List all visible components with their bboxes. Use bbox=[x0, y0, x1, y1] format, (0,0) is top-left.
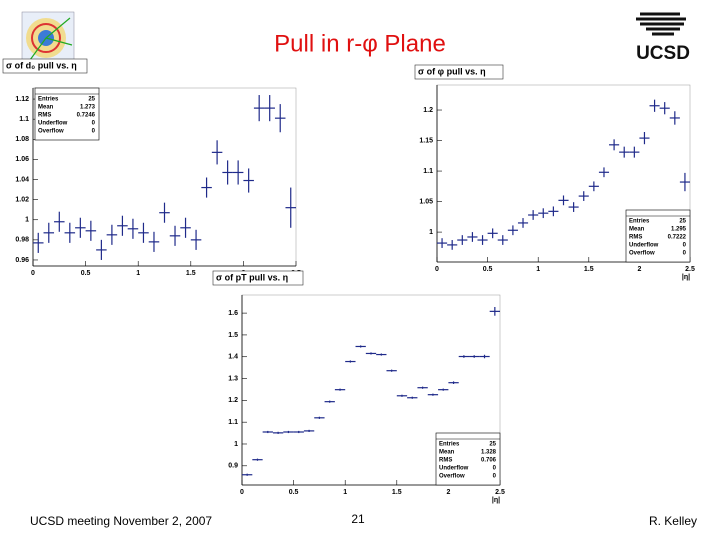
stats-label: Overflow bbox=[38, 129, 64, 135]
stats-label: Underflow bbox=[38, 121, 68, 127]
x-tick-label: 1.5 bbox=[392, 489, 402, 496]
stats-value: 0 bbox=[493, 474, 497, 480]
x-tick-label: 0 bbox=[240, 489, 244, 496]
y-tick-label: 1.05 bbox=[419, 198, 433, 205]
x-tick-label: 2 bbox=[446, 489, 450, 496]
y-tick-label: 1.04 bbox=[15, 176, 29, 183]
stats-label: Mean bbox=[439, 450, 455, 456]
stats-value: 0.7246 bbox=[77, 113, 96, 119]
page-number: 21 bbox=[351, 512, 365, 526]
y-tick-label: 1.08 bbox=[15, 136, 29, 143]
y-tick-label: 1.6 bbox=[228, 310, 238, 317]
logo-text: UCSD bbox=[636, 43, 690, 64]
stats-value: 0.706 bbox=[481, 458, 497, 464]
y-tick-label: 0.98 bbox=[15, 237, 29, 244]
x-tick-label: 1 bbox=[536, 266, 540, 273]
y-tick-label: 1 bbox=[234, 441, 238, 448]
x-tick-label: 0.5 bbox=[289, 489, 299, 496]
ucsd-logo: UCSD bbox=[636, 12, 690, 64]
stats-value: 25 bbox=[679, 219, 686, 225]
stats-label: Mean bbox=[38, 105, 54, 111]
chart-title: σ of pT pull vs. η bbox=[216, 272, 288, 282]
slide-title: Pull in r-φ Plane bbox=[274, 30, 446, 57]
stats-label: RMS bbox=[38, 113, 51, 119]
stats-value: 1.295 bbox=[671, 227, 687, 233]
footer-right: R. Kelley bbox=[649, 514, 697, 528]
y-tick-label: 1.1 bbox=[423, 168, 433, 175]
x-tick-label: 2.5 bbox=[495, 489, 505, 496]
chart-title-box bbox=[2, 58, 88, 74]
x-tick-label: 0.5 bbox=[483, 266, 493, 273]
x-axis-label: |η| bbox=[492, 497, 500, 504]
y-tick-label: 1.2 bbox=[423, 107, 433, 114]
y-tick-label: 1.02 bbox=[15, 196, 29, 203]
y-tick-label: 1.1 bbox=[228, 419, 238, 426]
y-tick-label: 1 bbox=[429, 229, 433, 236]
y-tick-label: 1.12 bbox=[15, 96, 29, 103]
y-tick-label: 1.3 bbox=[228, 375, 238, 382]
stats-value: 1.273 bbox=[80, 105, 96, 111]
x-tick-label: 1.5 bbox=[584, 266, 594, 273]
y-tick-label: 1 bbox=[25, 217, 29, 224]
stats-value: 0 bbox=[92, 129, 96, 135]
stats-value: 25 bbox=[489, 442, 496, 448]
chart-title-box bbox=[212, 270, 304, 286]
stats-label: Mean bbox=[629, 227, 645, 233]
y-tick-label: 1.1 bbox=[19, 116, 29, 123]
x-tick-label: 0.5 bbox=[81, 270, 91, 277]
x-axis-label: |η| bbox=[682, 274, 690, 281]
y-tick-label: 1.2 bbox=[228, 397, 238, 404]
y-tick-label: 1.4 bbox=[228, 354, 238, 361]
stats-value: 0 bbox=[493, 466, 497, 472]
stats-value: 25 bbox=[88, 97, 95, 103]
footer-left: UCSD meeting November 2, 2007 bbox=[30, 514, 212, 528]
x-tick-label: 1.5 bbox=[186, 270, 196, 277]
stats-value: 0 bbox=[92, 121, 96, 127]
stats-label: Overflow bbox=[629, 251, 655, 257]
stats-box bbox=[435, 432, 501, 486]
y-tick-label: 1.06 bbox=[15, 156, 29, 163]
stats-label: Overflow bbox=[439, 474, 465, 480]
stats-value: 1.328 bbox=[481, 450, 497, 456]
cms-logo bbox=[21, 11, 75, 63]
stats-label: Underflow bbox=[439, 466, 469, 472]
chart-title: σ of d₀ pull vs. η bbox=[6, 60, 77, 70]
stats-value: 0.7222 bbox=[668, 235, 687, 241]
x-tick-label: 2 bbox=[637, 266, 641, 273]
y-tick-label: 0.96 bbox=[15, 257, 29, 264]
x-tick-label: 0 bbox=[31, 270, 35, 277]
stats-label: RMS bbox=[629, 235, 642, 241]
chart-title-box bbox=[414, 64, 504, 80]
x-tick-label: 1 bbox=[136, 270, 140, 277]
chart-title: σ of φ pull vs. η bbox=[418, 66, 486, 76]
y-tick-label: 1.15 bbox=[419, 137, 433, 144]
stats-value: 0 bbox=[683, 251, 687, 257]
stats-label: Underflow bbox=[629, 243, 659, 249]
x-tick-label: 1 bbox=[343, 489, 347, 496]
x-tick-label: 2.5 bbox=[685, 266, 695, 273]
stats-label: Entries bbox=[439, 442, 460, 448]
stats-value: 0 bbox=[683, 243, 687, 249]
y-tick-label: 0.9 bbox=[228, 463, 238, 470]
stats-box bbox=[34, 87, 100, 141]
stats-label: Entries bbox=[38, 97, 59, 103]
stats-label: RMS bbox=[439, 458, 452, 464]
stats-box bbox=[625, 209, 691, 263]
x-tick-label: 0 bbox=[435, 266, 439, 273]
stats-label: Entries bbox=[629, 219, 650, 225]
y-tick-label: 1.5 bbox=[228, 332, 238, 339]
